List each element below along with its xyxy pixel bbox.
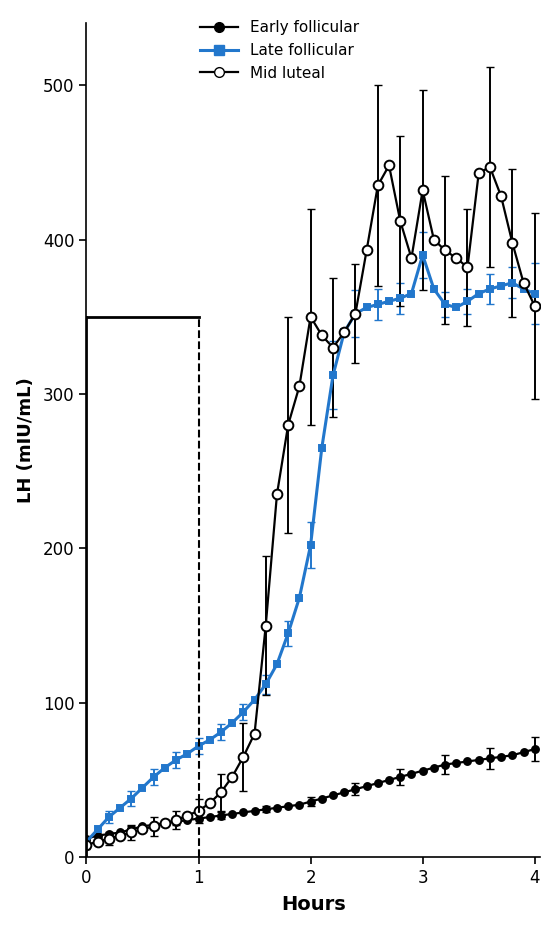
Y-axis label: LH (mIU/mL): LH (mIU/mL) (17, 377, 35, 503)
Legend: Early follicular, Late follicular, Mid luteal: Early follicular, Late follicular, Mid l… (194, 14, 366, 87)
X-axis label: Hours: Hours (281, 896, 346, 914)
